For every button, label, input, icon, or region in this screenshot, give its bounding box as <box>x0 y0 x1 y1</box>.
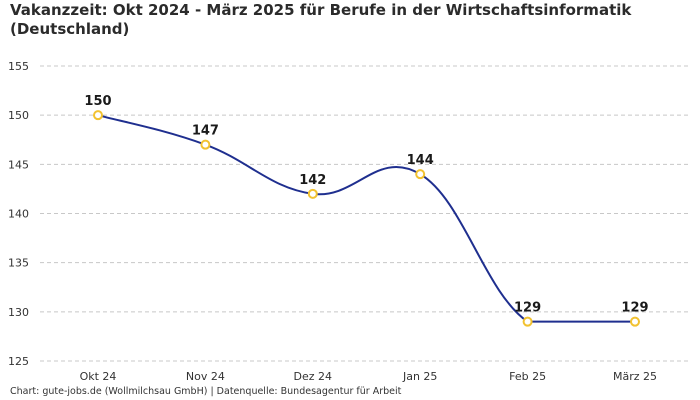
x-tick-label: Feb 25 <box>509 370 546 383</box>
y-tick-label: 150 <box>8 109 29 122</box>
data-label: 142 <box>299 173 326 188</box>
y-tick-label: 140 <box>8 208 29 221</box>
data-point <box>415 169 426 180</box>
x-tick-label: März 25 <box>613 370 657 383</box>
data-label: 150 <box>84 94 111 109</box>
data-label: 129 <box>514 301 541 316</box>
data-labels: 150 147 142 144 129 129 <box>84 94 648 316</box>
y-tick-label: 135 <box>8 257 29 270</box>
x-tick-label: Nov 24 <box>186 370 225 383</box>
data-point <box>522 316 533 327</box>
data-point <box>200 139 211 150</box>
data-label: 144 <box>407 153 434 168</box>
series-line <box>97 114 635 323</box>
y-tick-label: 155 <box>8 60 29 73</box>
chart-source: Chart: gute-jobs.de (Wollmilchsau GmbH) … <box>10 386 402 397</box>
data-label: 129 <box>621 301 648 316</box>
y-tick-label: 130 <box>8 306 29 319</box>
data-point <box>630 316 640 327</box>
data-label: 147 <box>192 124 219 139</box>
y-tick-label: 125 <box>8 355 29 368</box>
data-point <box>93 110 103 121</box>
data-point <box>307 188 318 199</box>
x-axis-ticks: Okt 24 Nov 24 Dez 24 Jan 25 Feb 25 März 25 <box>80 370 657 383</box>
y-axis-ticks: 125 130 135 140 145 150 155 <box>8 60 29 368</box>
x-tick-label: Jan 25 <box>402 370 437 383</box>
gridlines <box>40 65 690 362</box>
chart-title: Vakanzzeit: Okt 2024 - März 2025 für Ber… <box>10 1 632 38</box>
x-tick-label: Okt 24 <box>80 370 117 383</box>
x-tick-label: Dez 24 <box>294 370 333 383</box>
data-points <box>93 110 640 327</box>
y-tick-label: 145 <box>8 158 29 171</box>
